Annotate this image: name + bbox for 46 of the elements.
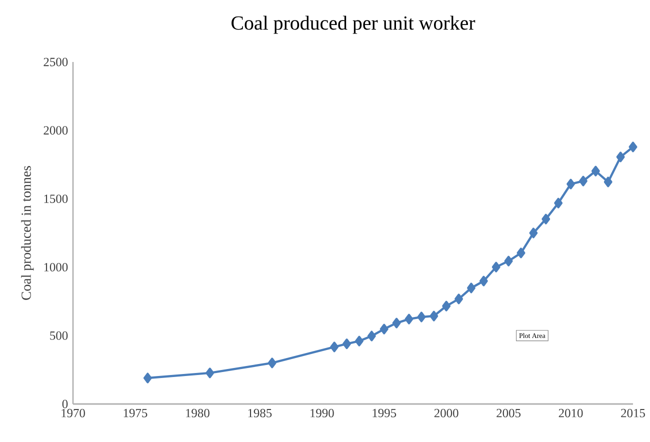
point: [206, 368, 214, 378]
x-tick-label: 2015: [621, 408, 645, 418]
point: [355, 336, 364, 346]
point: [430, 310, 438, 322]
chart-title: Coal produced per unit worker: [232, 16, 476, 34]
x-tick-label: 2000: [434, 408, 458, 418]
x-tick-label: 2005: [496, 408, 521, 418]
point: [342, 338, 351, 350]
x-tick-label: 1970: [62, 408, 85, 418]
point: [529, 228, 538, 238]
point: [268, 358, 276, 368]
x-tick-label: 1980: [186, 408, 210, 418]
point: [143, 372, 152, 384]
point: [566, 178, 576, 190]
point: [554, 198, 563, 208]
point: [367, 330, 376, 342]
point: [467, 282, 476, 294]
x-tick-label: 1975: [124, 408, 148, 418]
point: [380, 324, 388, 334]
point: [579, 176, 588, 186]
point: [454, 294, 463, 304]
point: [542, 214, 550, 224]
point: [442, 300, 451, 312]
y-tick-label: 2000: [44, 126, 68, 135]
point: [628, 142, 638, 152]
x-tick-label: 1985: [248, 408, 272, 418]
x-tick-label: 1995: [372, 408, 396, 418]
y-axis-title: Coal produced in tonnes: [21, 166, 34, 300]
y-tick-label: 1000: [44, 262, 68, 272]
point: [504, 256, 513, 266]
point: [492, 262, 500, 272]
x-tick-label: 2010: [558, 408, 583, 418]
y-tick-label: 0: [62, 400, 68, 408]
point: [616, 152, 625, 162]
point: [392, 318, 401, 328]
y-tick-label: 2500: [44, 58, 68, 66]
point: [404, 314, 414, 324]
point: [330, 342, 339, 352]
point: [604, 176, 612, 188]
x-tick-label: 1990: [310, 408, 334, 418]
point: [417, 312, 426, 322]
point: [516, 248, 526, 258]
point: [591, 166, 600, 176]
point: [479, 276, 488, 286]
y-tick-label: 500: [50, 331, 68, 340]
y-tick-label: 1500: [44, 194, 68, 204]
